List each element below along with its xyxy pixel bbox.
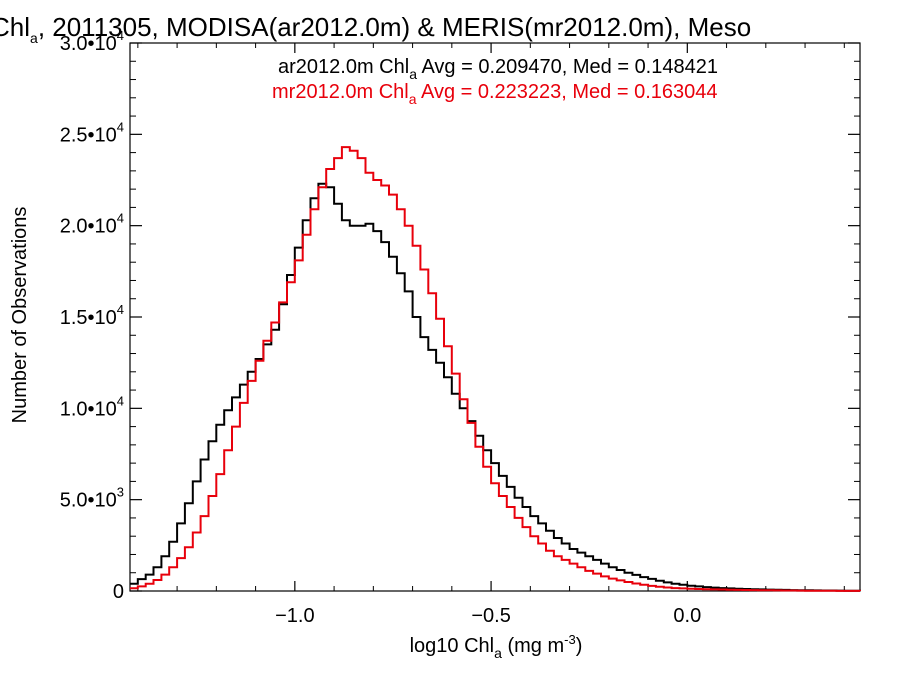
legend: ar2012.0m Chla Avg = 0.209470, Med = 0.1… <box>272 56 718 107</box>
y-tick-label: 1.5•104 <box>60 302 124 329</box>
y-axis-label: Number of Observations <box>9 207 31 424</box>
plot-border <box>129 42 861 592</box>
x-axis-label: log10 Chla (mg m-3) <box>410 632 583 661</box>
chart-title: Chla, 2011305, MODISA(ar2012.0m) & MERIS… <box>0 12 751 46</box>
plot-frame <box>129 42 861 592</box>
y-tick-label: 0 <box>113 581 124 603</box>
legend-entry-mr2012: mr2012.0m Chla Avg = 0.223223, Med = 0.1… <box>272 81 718 107</box>
y-tick-label: 1.0•104 <box>60 393 124 420</box>
x-tick-label: −1.0 <box>275 605 314 627</box>
x-axis-ticks: −1.0 −0.5 0.0 <box>137 43 845 627</box>
series-line-mr2012.0m <box>130 146 861 592</box>
legend-entry-ar2012: ar2012.0m Chla Avg = 0.209470, Med = 0.1… <box>278 56 718 82</box>
y-axis-ticks: 0 5.0•103 1.0•104 1.5•104 2.0•104 2.5•104 3.0•… <box>60 28 860 603</box>
x-tick-label: 0.0 <box>673 605 701 627</box>
y-tick-label: 5.0•103 <box>60 485 124 512</box>
series-layer <box>130 146 861 592</box>
y-tick-label: 3.0•104 <box>60 28 124 55</box>
y-tick-label: 2.0•104 <box>60 211 124 238</box>
series-line-ar2012.0m <box>130 182 861 592</box>
y-tick-label: 2.5•104 <box>60 119 124 146</box>
x-tick-label: −0.5 <box>471 605 510 627</box>
